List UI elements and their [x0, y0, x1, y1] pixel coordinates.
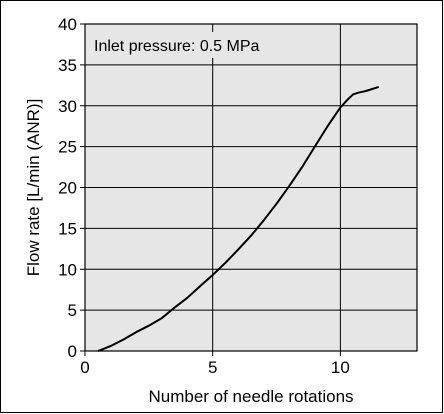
y-tick-label-5: 5	[68, 301, 77, 320]
y-tick-label-40: 40	[58, 15, 77, 34]
y-axis-label: Flow rate [L/min (ANR)]	[24, 99, 43, 277]
y-tick-label-35: 35	[58, 56, 77, 75]
y-tick-label-20: 20	[58, 179, 77, 198]
y-tick-label-25: 25	[58, 138, 77, 157]
x-tick-label-5: 5	[208, 358, 217, 377]
x-axis-label: Number of needle rotations	[148, 387, 353, 406]
annotation-box	[89, 32, 279, 58]
y-tick-label-0: 0	[68, 342, 77, 361]
x-tick-label-10: 10	[331, 358, 350, 377]
chart-annotation: Inlet pressure: 0.5 MPa	[94, 38, 260, 55]
y-tick-label-30: 30	[58, 97, 77, 116]
x-tick-label-0: 0	[80, 358, 89, 377]
series-line-0	[97, 85, 380, 352]
y-tick-label-15: 15	[58, 219, 77, 238]
y-tick-label-10: 10	[58, 260, 77, 279]
